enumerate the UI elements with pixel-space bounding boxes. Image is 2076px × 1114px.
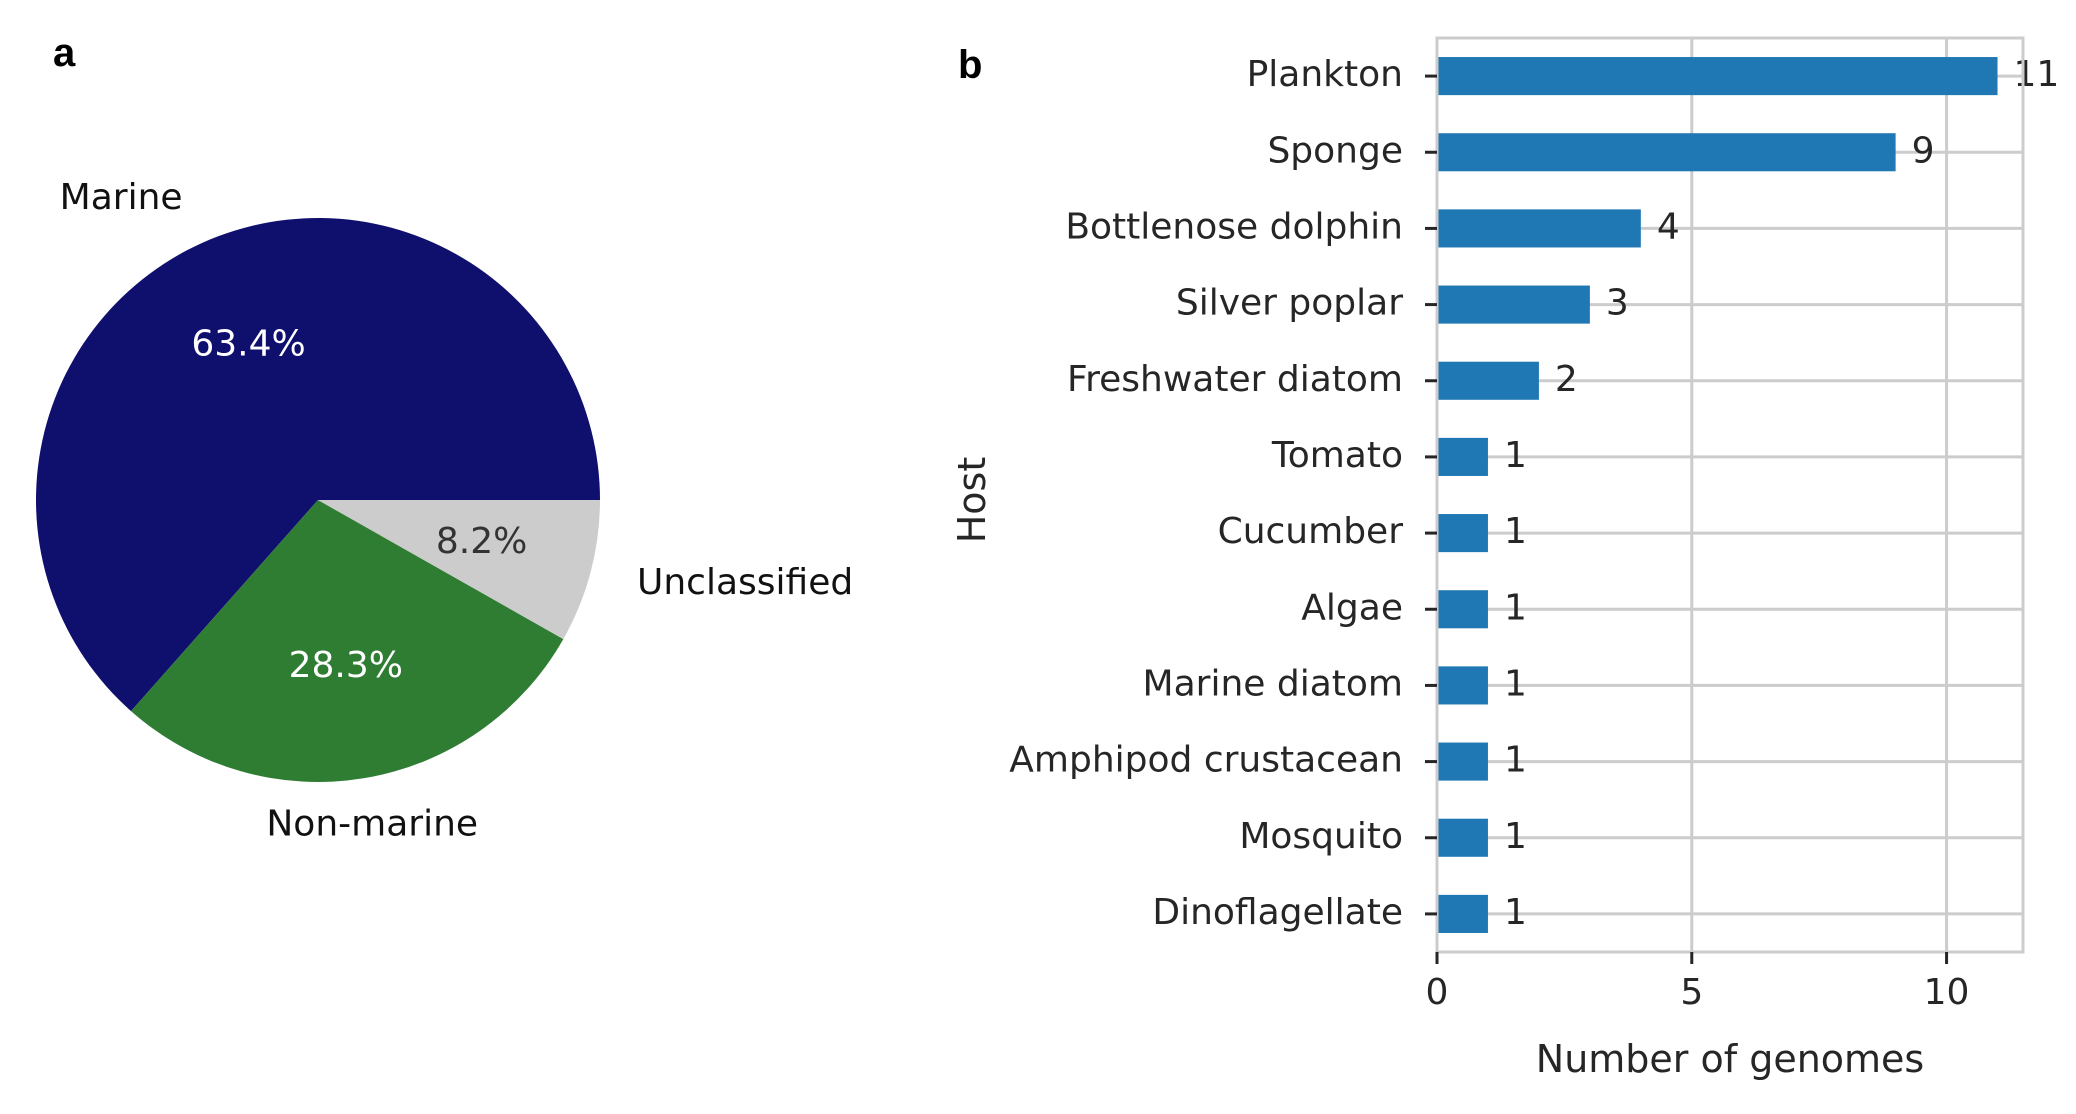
value-label-marine-diatom: 1 [1504, 663, 1527, 704]
pie-chart: Marine 63.4% Non-marine 28.3% Unclassified 8.… [35, 177, 853, 844]
pie-slice-non-marine [131, 500, 564, 782]
value-label-dinoflagellate: 1 [1504, 892, 1527, 933]
value-label-algae: 1 [1504, 587, 1527, 628]
category-label-marine-diatom: Marine diatom [1143, 663, 1403, 704]
x-tick-label: 0 [1426, 972, 1449, 1013]
bar-sponge [1437, 133, 1896, 172]
category-label-amphipod-crustacean: Amphipod crustacean [1009, 740, 1403, 781]
bar-marine-diatom [1437, 666, 1488, 705]
category-label-sponge: Sponge [1267, 130, 1403, 171]
pie-pct-unclassified: 8.2% [436, 521, 527, 562]
bar-plankton [1437, 57, 1998, 96]
pie-slice-unclassified [318, 500, 600, 640]
value-label-cucumber: 1 [1504, 511, 1527, 552]
category-label-dinoflagellate: Dinoflagellate [1152, 892, 1403, 933]
pie-pct-marine: 63.4% [191, 324, 305, 365]
category-label-freshwater-diatom: Freshwater diatom [1067, 359, 1403, 400]
category-label-bottlenose-dolphin: Bottlenose dolphin [1065, 206, 1403, 247]
pie-pct-non-marine: 28.3% [289, 645, 403, 686]
value-label-plankton: 11 [2014, 54, 2060, 95]
panel-letter-b: b [958, 43, 982, 87]
pie-label-marine: Marine [60, 177, 183, 218]
bar-algae [1437, 590, 1488, 629]
bar-freshwater-diatom [1437, 361, 1539, 400]
x-tick-label: 5 [1680, 972, 1703, 1013]
bar-ticks: 0 5 10 Plankton Sponge Bottlenose dolphin Silv… [1009, 54, 1969, 1013]
bar-amphipod-crustacean [1437, 742, 1488, 781]
panel-letter-a: a [53, 31, 76, 75]
category-label-algae: Algae [1301, 587, 1403, 628]
bar-tomato [1437, 437, 1488, 476]
value-label-bottlenose-dolphin: 4 [1657, 206, 1680, 247]
category-label-mosquito: Mosquito [1239, 816, 1403, 857]
x-axis-title: Number of genomes [1536, 1037, 1924, 1081]
value-label-mosquito: 1 [1504, 816, 1527, 857]
pie-slice-marine [35, 217, 600, 712]
value-label-amphipod-crustacean: 1 [1504, 740, 1527, 781]
value-label-silver-poplar: 3 [1606, 283, 1629, 324]
bar-mosquito [1437, 818, 1488, 857]
bar-silver-poplar [1437, 285, 1590, 324]
plot-frame [1435, 36, 2025, 954]
category-label-plankton: Plankton [1247, 54, 1403, 95]
bar-bottlenose-dolphin [1437, 209, 1641, 248]
x-tick-label: 10 [1924, 972, 1970, 1013]
bar-dinoflagellate [1437, 894, 1488, 933]
category-label-silver-poplar: Silver poplar [1176, 283, 1403, 324]
pie-label-unclassified: Unclassified [637, 562, 853, 603]
value-label-tomato: 1 [1504, 435, 1527, 476]
value-label-sponge: 9 [1912, 130, 1935, 171]
y-axis-title: Host [950, 457, 994, 544]
pie-label-non-marine: Non-marine [266, 803, 478, 844]
value-label-freshwater-diatom: 2 [1555, 359, 1578, 400]
bar-cucumber [1437, 514, 1488, 553]
category-label-cucumber: Cucumber [1218, 511, 1404, 552]
category-label-tomato: Tomato [1271, 435, 1403, 476]
